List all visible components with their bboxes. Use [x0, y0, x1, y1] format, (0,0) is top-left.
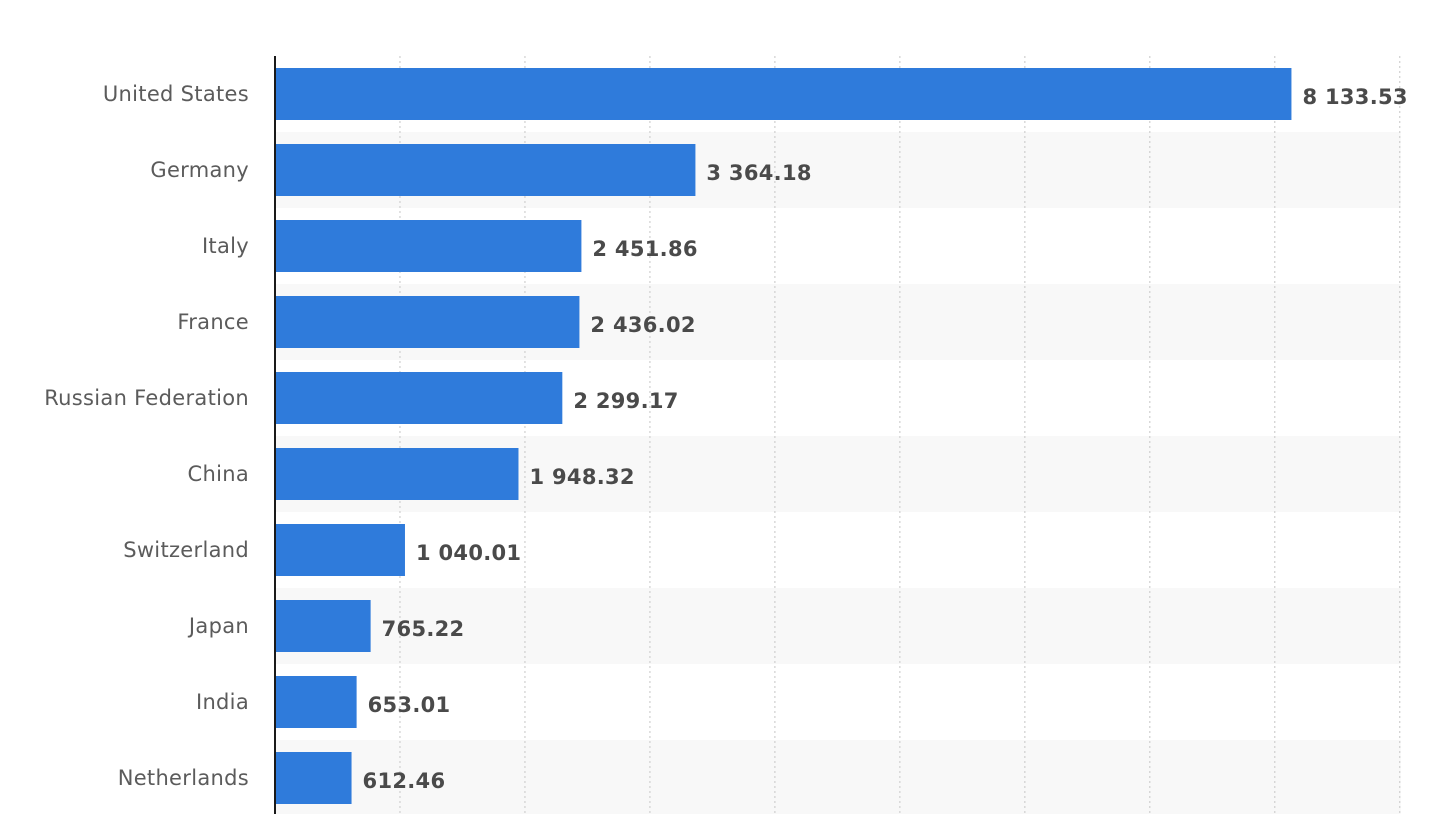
category-label: China	[188, 462, 250, 486]
category-label: Russian Federation	[44, 386, 249, 410]
bar[interactable]	[275, 752, 352, 804]
category-label: Netherlands	[118, 766, 249, 790]
row-band	[275, 740, 1401, 814]
value-label: 765.22	[382, 617, 465, 641]
row-band	[275, 588, 1401, 664]
bar[interactable]	[275, 144, 696, 196]
value-label: 3 364.18	[706, 161, 811, 185]
category-label: India	[196, 690, 249, 714]
row-bands	[275, 132, 1401, 814]
category-label: Japan	[187, 614, 249, 638]
value-label: 2 299.17	[573, 389, 678, 413]
category-label: France	[177, 310, 249, 334]
bar[interactable]	[275, 296, 580, 348]
value-label: 2 436.02	[590, 313, 695, 337]
category-label: United States	[103, 82, 249, 106]
category-label: Italy	[202, 234, 249, 258]
value-label: 612.46	[363, 769, 446, 793]
value-label: 1 040.01	[416, 541, 521, 565]
value-labels: 8 133.53 3 364.18 2 451.86 2 436.02 2 299.17…	[363, 85, 1408, 793]
bar[interactable]	[275, 68, 1292, 120]
bar[interactable]	[275, 676, 357, 728]
bar[interactable]	[275, 220, 582, 272]
category-label: Switzerland	[123, 538, 249, 562]
category-label: Germany	[150, 158, 249, 182]
bars	[275, 68, 1292, 804]
bar[interactable]	[275, 524, 405, 576]
value-label: 8 133.53	[1302, 85, 1407, 109]
bar[interactable]	[275, 600, 371, 652]
value-label: 1 948.32	[529, 465, 634, 489]
bar[interactable]	[275, 372, 563, 424]
value-label: 653.01	[368, 693, 451, 717]
bar[interactable]	[275, 448, 519, 500]
category-labels: United States Germany Italy France Russian F…	[44, 82, 250, 790]
value-label: 2 451.86	[592, 237, 697, 261]
